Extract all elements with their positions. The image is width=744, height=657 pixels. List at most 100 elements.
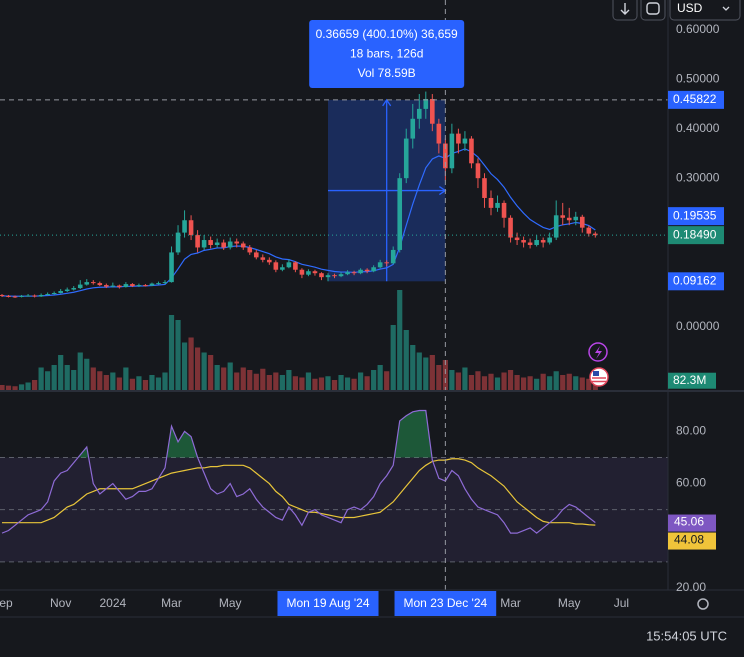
candle-body [586,227,592,234]
volume-bar [279,375,285,390]
volume-bar [305,372,312,390]
volume-bar [325,376,331,390]
candle-body [25,295,31,297]
volume-bar [429,355,435,390]
volume-bar [247,370,253,390]
tooltip-line: Vol 78.59B [358,66,416,80]
rsi-line [1,409,596,534]
candle-body [175,232,181,253]
volume-last-box [668,372,716,389]
volume-bar [586,378,592,390]
candle-body [149,283,155,286]
rsi-last-label: 45.06 [674,515,704,529]
candle-body [332,275,337,277]
volume-bar [534,378,540,390]
volume-bar [547,376,553,390]
settings-button[interactable] [697,598,709,610]
volume-bar [292,376,298,390]
candle-body [58,291,63,293]
volume-bar [364,376,370,390]
candle-body [253,252,259,258]
volume-bar [488,373,494,390]
candle-body [45,293,50,295]
time-highlight-label: Mon 23 Dec '24 [404,596,488,610]
volume-bar [468,375,475,390]
measure-high-label: 0.45822 [673,92,717,106]
volume-bar [507,370,514,390]
volume-bar [195,347,201,390]
volume-bar [481,376,488,390]
candle-body [358,269,363,274]
candle-body [234,241,240,244]
candle-body [430,98,435,124]
candle-body [475,163,481,179]
flag-icon[interactable] [589,367,609,387]
candle-body [64,289,70,292]
candle-body [136,285,142,287]
candle-body [208,240,213,245]
candle-body [345,272,350,275]
candle-body [130,284,135,287]
candle-body [51,292,57,294]
candle-body [104,285,109,287]
candle-body [84,282,90,285]
volume-bar [90,367,96,390]
volume-bar [221,367,227,390]
price-tick-label: 0.40000 [676,121,720,135]
volume-bar [116,377,122,390]
volume-bar [123,367,129,390]
candle-body [508,217,513,238]
volume-bar [149,375,155,390]
measure-low-label-box [668,272,724,291]
volume-bar [129,378,135,390]
volume-bar [253,373,259,390]
volume-bar [331,380,338,390]
volume-bar [286,370,292,390]
candle-body [397,178,403,250]
volume-bar [5,385,12,390]
candle-body [12,296,18,298]
candle-body [547,237,552,243]
candle-body [19,295,24,297]
rsi-tick-label: 80.00 [676,424,706,438]
time-tick-label: Mar [500,596,521,610]
last-price-label-box [668,226,724,245]
time-tick-label: Sep [0,596,13,610]
candle-body [540,240,546,243]
dropdown-chevron [722,6,730,11]
candle-body [449,133,455,169]
volume-bar [175,320,181,390]
volume-bar [494,377,501,390]
axes: 0.60000 0.50000 0.40000 0.30000 0.00000 0.458… [0,22,724,616]
measure-low-label: 0.09162 [673,273,717,287]
candle-body [71,288,77,290]
volume-bar [45,371,51,390]
volume-bar [234,372,240,390]
volume-bar [403,330,409,390]
candle-body [267,259,272,263]
time-tick-label: May [219,596,242,610]
candle-body [377,262,383,268]
volume-bar [423,357,429,390]
candle-body [560,215,566,218]
rsi-tick-label: 20.00 [676,580,706,594]
time-highlight-box [277,591,379,616]
candle-body [482,178,487,198]
candle-body [90,282,96,284]
candle-body [123,284,129,288]
time-tick-label: Mar [161,596,182,610]
price-ma-line [1,148,596,297]
volume-bar [410,345,416,390]
volume-bar [514,375,520,390]
candle-body [162,282,168,284]
candle-body [293,262,298,270]
volume-bar [97,371,103,390]
candle-body [462,138,468,144]
volume-bar [110,372,116,390]
volume-bar [338,375,344,390]
currency-dropdown[interactable] [669,0,741,21]
time-tick-label: May [558,596,581,610]
volume-bar [449,370,455,390]
candle-body [117,285,122,288]
candle-body [6,295,11,297]
